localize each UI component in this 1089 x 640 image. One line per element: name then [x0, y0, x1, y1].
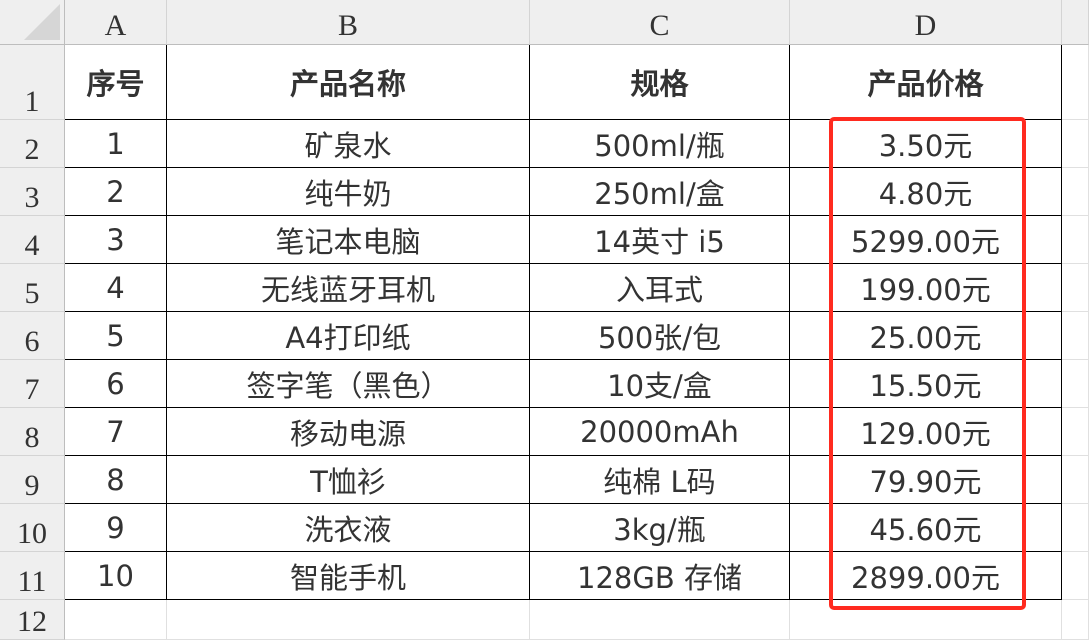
table-cell[interactable]: 签字笔（黑色） [167, 360, 530, 408]
table-cell[interactable]: 4 [65, 264, 167, 312]
column-header-D[interactable]: D [790, 0, 1062, 45]
empty-cell[interactable] [65, 600, 167, 640]
row-header-3[interactable]: 3 [0, 168, 65, 216]
row-header-12[interactable]: 12 [0, 600, 65, 640]
table-cell[interactable]: 5 [65, 312, 167, 360]
table-cell[interactable]: 3kg/瓶 [530, 504, 790, 552]
table-cell[interactable]: 3 [65, 216, 167, 264]
column-header-C[interactable]: C [530, 0, 790, 45]
table-cell[interactable]: 移动电源 [167, 408, 530, 456]
table-cell[interactable]: 7 [65, 408, 167, 456]
table-cell[interactable]: 入耳式 [530, 264, 790, 312]
table-cell[interactable]: 3.50元 [790, 120, 1062, 168]
table-cell[interactable]: T恤衫 [167, 456, 530, 504]
table-cell[interactable]: 无线蓝牙耳机 [167, 264, 530, 312]
empty-cell[interactable] [1062, 360, 1089, 408]
row-header-2[interactable]: 2 [0, 120, 65, 168]
table-cell[interactable]: 6 [65, 360, 167, 408]
column-header-E[interactable] [1062, 0, 1089, 45]
table-cell[interactable]: 10 [65, 552, 167, 600]
table-cell[interactable]: 矿泉水 [167, 120, 530, 168]
row-header-4[interactable]: 4 [0, 216, 65, 264]
table-cell[interactable]: 纯牛奶 [167, 168, 530, 216]
row-header-5[interactable]: 5 [0, 264, 65, 312]
table-cell[interactable]: 笔记本电脑 [167, 216, 530, 264]
empty-cell[interactable] [1062, 120, 1089, 168]
table-cell[interactable]: 14英寸 i5 [530, 216, 790, 264]
table-cell[interactable]: 8 [65, 456, 167, 504]
empty-cell[interactable] [1062, 552, 1089, 600]
empty-cell[interactable] [1062, 45, 1089, 120]
row-header-6[interactable]: 6 [0, 312, 65, 360]
table-cell[interactable]: 智能手机 [167, 552, 530, 600]
table-cell[interactable]: 79.90元 [790, 456, 1062, 504]
table-cell[interactable]: 洗衣液 [167, 504, 530, 552]
empty-cell[interactable] [1062, 600, 1089, 640]
empty-cell[interactable] [1062, 168, 1089, 216]
header-cell[interactable]: 产品价格 [790, 45, 1062, 120]
empty-cell[interactable] [1062, 408, 1089, 456]
empty-cell[interactable] [530, 600, 790, 640]
select-all-corner[interactable] [0, 0, 65, 45]
row-header-10[interactable]: 10 [0, 504, 65, 552]
header-cell[interactable]: 序号 [65, 45, 167, 120]
table-cell[interactable]: 45.60元 [790, 504, 1062, 552]
row-header-9[interactable]: 9 [0, 456, 65, 504]
table-cell[interactable]: 10支/盒 [530, 360, 790, 408]
empty-cell[interactable] [790, 600, 1062, 640]
table-cell[interactable]: 9 [65, 504, 167, 552]
empty-cell[interactable] [1062, 456, 1089, 504]
empty-cell[interactable] [1062, 504, 1089, 552]
table-cell[interactable]: 500张/包 [530, 312, 790, 360]
table-cell[interactable]: A4打印纸 [167, 312, 530, 360]
empty-cell[interactable] [167, 600, 530, 640]
row-header-7[interactable]: 7 [0, 360, 65, 408]
table-cell[interactable]: 129.00元 [790, 408, 1062, 456]
table-cell[interactable]: 2 [65, 168, 167, 216]
table-cell[interactable]: 2899.00元 [790, 552, 1062, 600]
table-cell[interactable]: 25.00元 [790, 312, 1062, 360]
row-header-11[interactable]: 11 [0, 552, 65, 600]
row-header-8[interactable]: 8 [0, 408, 65, 456]
row-header-1[interactable]: 1 [0, 45, 65, 120]
header-cell[interactable]: 产品名称 [167, 45, 530, 120]
table-cell[interactable]: 500ml/瓶 [530, 120, 790, 168]
table-cell[interactable]: 纯棉 L码 [530, 456, 790, 504]
column-header-B[interactable]: B [167, 0, 530, 45]
empty-cell[interactable] [1062, 264, 1089, 312]
empty-cell[interactable] [1062, 216, 1089, 264]
table-cell[interactable]: 4.80元 [790, 168, 1062, 216]
empty-cell[interactable] [1062, 312, 1089, 360]
table-cell[interactable]: 15.50元 [790, 360, 1062, 408]
table-cell[interactable]: 1 [65, 120, 167, 168]
table-cell[interactable]: 20000mAh [530, 408, 790, 456]
header-cell[interactable]: 规格 [530, 45, 790, 120]
table-cell[interactable]: 250ml/盒 [530, 168, 790, 216]
table-cell[interactable]: 5299.00元 [790, 216, 1062, 264]
column-header-A[interactable]: A [65, 0, 167, 45]
table-cell[interactable]: 199.00元 [790, 264, 1062, 312]
table-cell[interactable]: 128GB 存储 [530, 552, 790, 600]
